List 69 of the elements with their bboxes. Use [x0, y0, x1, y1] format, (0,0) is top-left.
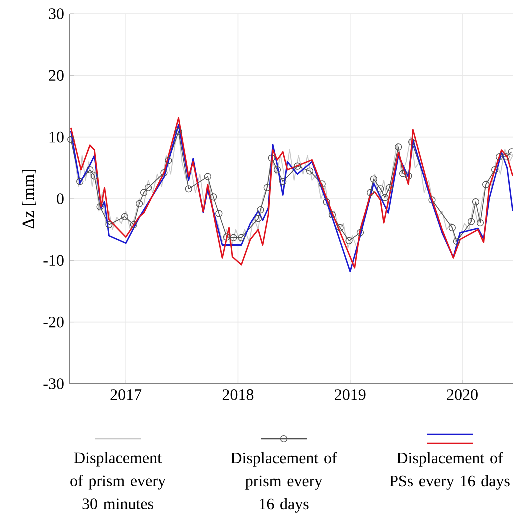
point — [318, 180, 326, 188]
point — [400, 170, 407, 178]
y-tick-label: -20 — [44, 316, 64, 328]
point — [367, 189, 374, 196]
point — [96, 203, 104, 211]
point — [86, 166, 94, 174]
y-tick-label: 0 — [57, 194, 64, 204]
point — [482, 181, 490, 188]
point — [160, 170, 168, 177]
x-tick-label: 2019 — [335, 390, 366, 400]
x-tick-label: 2018 — [222, 390, 254, 400]
point — [264, 184, 271, 192]
point — [502, 154, 510, 161]
point — [136, 200, 144, 208]
point — [257, 206, 264, 214]
point — [216, 210, 223, 218]
point — [476, 220, 484, 227]
point — [76, 178, 84, 186]
point — [230, 234, 238, 242]
point — [106, 221, 113, 228]
y-axis-title: Δz [mm] — [22, 170, 36, 229]
legend-label: Displacement of prism every 16 days — [231, 452, 338, 513]
point — [306, 168, 314, 175]
y-tick-label: 10 — [50, 132, 64, 143]
y-tick-label: -30 — [44, 378, 64, 390]
point — [346, 237, 353, 244]
point — [370, 176, 378, 183]
point — [405, 172, 412, 180]
point — [448, 224, 456, 232]
point — [294, 162, 302, 170]
x-tick-label: 2020 — [447, 390, 478, 400]
point — [165, 157, 172, 164]
point — [274, 166, 282, 174]
point — [472, 198, 480, 206]
y-tick-label: 20 — [49, 70, 64, 82]
point — [428, 196, 436, 204]
point — [223, 234, 231, 241]
point — [492, 166, 499, 174]
point — [68, 136, 75, 144]
point — [280, 178, 287, 186]
point — [395, 144, 402, 151]
legend-label: Displacement of prism every 30 minutes — [70, 452, 166, 510]
point — [268, 154, 276, 162]
point — [204, 173, 212, 180]
point — [140, 189, 148, 196]
point — [382, 194, 389, 202]
point — [144, 184, 152, 192]
point — [386, 184, 394, 192]
point — [468, 218, 476, 226]
point — [175, 128, 182, 136]
point — [185, 186, 192, 193]
point — [323, 198, 330, 206]
point — [130, 221, 138, 228]
point — [91, 172, 98, 180]
point — [328, 211, 336, 219]
point — [496, 154, 504, 161]
point — [238, 234, 246, 242]
point — [453, 238, 460, 246]
y-tick-label: -10 — [44, 255, 64, 266]
point — [377, 186, 384, 193]
point — [121, 213, 129, 220]
x-tick-label: 2017 — [110, 390, 142, 400]
point — [408, 138, 416, 146]
point — [356, 229, 364, 236]
point — [254, 215, 262, 222]
point — [336, 224, 344, 232]
legend-label: Displacement of PSs every 16 days — [390, 452, 510, 490]
point — [210, 194, 218, 201]
y-tick-label: 30 — [49, 8, 64, 20]
